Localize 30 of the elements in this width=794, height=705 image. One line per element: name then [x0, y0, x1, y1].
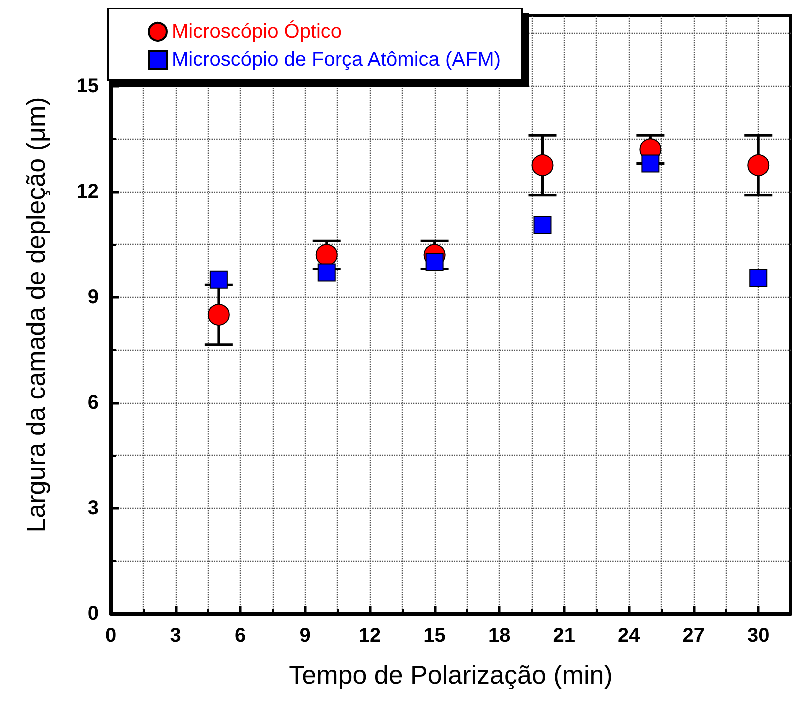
y-tick-label: 9 — [88, 286, 99, 308]
x-tick-label: 15 — [424, 625, 446, 647]
x-axis-title: Tempo de Polarização (min) — [289, 660, 613, 690]
point — [208, 304, 230, 326]
y-tick-label: 15 — [76, 75, 99, 98]
x-tick-label: 30 — [747, 625, 770, 647]
point — [534, 216, 552, 234]
point — [426, 253, 444, 272]
x-tick-label: 18 — [488, 625, 511, 647]
x-tick-label: 27 — [682, 625, 705, 647]
x-tick-label: 6 — [234, 625, 246, 647]
x-tick-label: 9 — [300, 625, 311, 647]
point — [748, 154, 770, 176]
y-tick-label: 12 — [76, 180, 99, 203]
point — [532, 154, 554, 176]
legend-label: Microscópio Óptico — [172, 20, 342, 43]
y-tick-label: 0 — [88, 603, 99, 625]
x-tick-label: 12 — [358, 625, 382, 647]
point — [750, 269, 768, 288]
x-tick-label: 3 — [170, 625, 182, 647]
x-tick-label: 24 — [618, 625, 642, 647]
x-tick-label: 0 — [105, 625, 117, 647]
x-tick-label: 21 — [553, 625, 576, 647]
point — [642, 154, 660, 173]
y-tick-label: 3 — [88, 497, 99, 520]
legend-label: Microscópio de Força Atômica (AFM) — [172, 49, 501, 71]
y-tick-label: 6 — [88, 392, 99, 414]
y-axis-title: Largura da camada de depleção (μm) — [21, 97, 51, 533]
point — [210, 270, 228, 289]
point — [318, 264, 336, 282]
